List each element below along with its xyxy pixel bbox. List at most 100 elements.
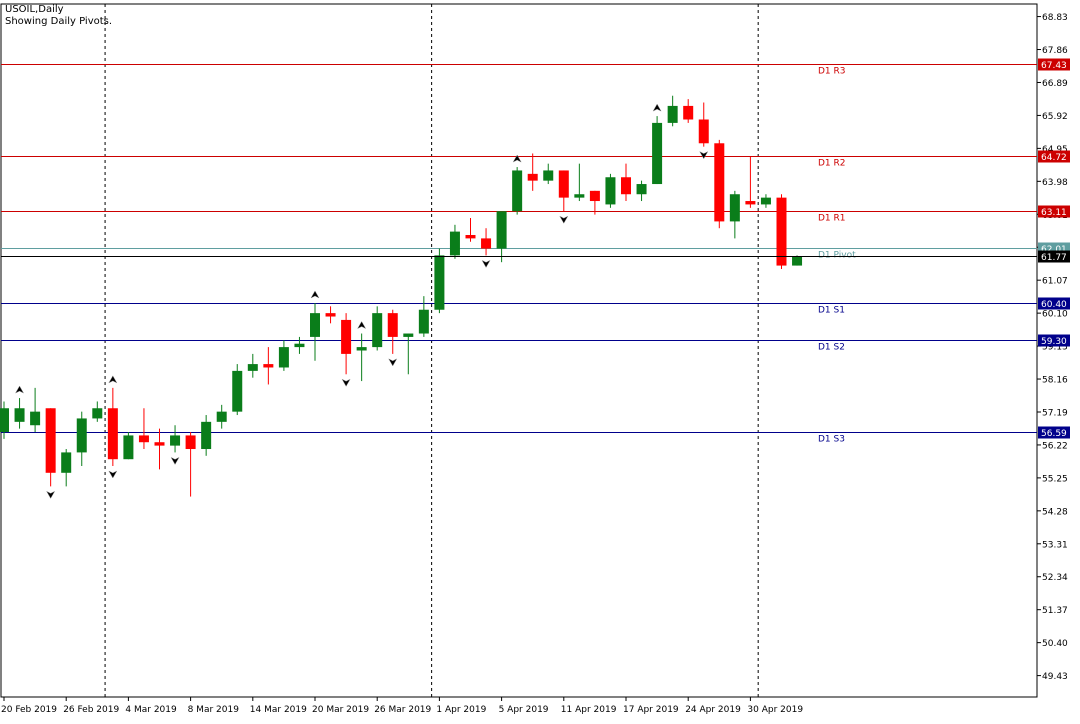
chart-indicator-label: Showing Daily Pivots. — [5, 16, 113, 27]
candle-body — [683, 105, 694, 120]
pivot-name-label: D1 S2 — [818, 343, 845, 353]
candle-body — [0, 408, 9, 433]
candle-body — [372, 313, 383, 348]
candle-body — [154, 442, 165, 446]
candle-body — [465, 235, 476, 239]
candle-body — [527, 173, 538, 181]
candle-body — [667, 105, 678, 123]
candle-body — [729, 194, 740, 222]
pivot-price-label: 56.59 — [1041, 429, 1067, 439]
candle-body — [652, 122, 663, 185]
candle-body — [247, 364, 258, 371]
candle-body — [294, 343, 305, 348]
x-tick-label: 5 Apr 2019 — [499, 705, 549, 715]
fractal-down-marker — [699, 151, 709, 160]
y-tick-label: 50.40 — [1042, 639, 1068, 649]
candle-body — [714, 143, 725, 222]
x-tick-label: 8 Mar 2019 — [188, 705, 240, 715]
candle-body — [636, 184, 647, 195]
x-tick-label: 26 Feb 2019 — [63, 705, 119, 715]
candle-body — [387, 313, 398, 337]
candle-body — [263, 364, 274, 368]
pivot-price-label: 62.01 — [1041, 245, 1067, 255]
y-tick-label: 68.83 — [1042, 13, 1068, 23]
fractal-down-marker — [481, 259, 491, 268]
candle-body — [558, 170, 569, 198]
fractal-up-marker — [108, 375, 118, 384]
x-tick-label: 30 Apr 2019 — [747, 705, 803, 715]
candle-body — [434, 255, 445, 310]
y-tick-label: 53.31 — [1042, 540, 1068, 550]
candle-body — [481, 238, 492, 249]
fractal-up-marker — [310, 290, 320, 299]
candle-body — [574, 194, 585, 198]
candle-body — [61, 452, 72, 473]
fractal-down-marker — [388, 358, 398, 367]
y-tick-label: 66.89 — [1042, 79, 1068, 89]
pivot-price-tag — [1038, 297, 1070, 310]
candle-body — [278, 347, 289, 368]
fractal-up-marker — [652, 103, 662, 112]
candle-body — [107, 408, 118, 460]
y-tick-label: 67.86 — [1042, 46, 1068, 56]
y-tick-label: 63.98 — [1042, 178, 1068, 188]
fractal-up-marker — [512, 154, 522, 163]
y-tick-label: 56.22 — [1042, 441, 1068, 451]
candle-body — [201, 421, 212, 450]
candle-body — [760, 197, 771, 205]
x-tick-label: 11 Apr 2019 — [561, 705, 617, 715]
current-price-tag — [1038, 250, 1070, 263]
candle-body — [123, 435, 134, 460]
candle-body — [216, 411, 227, 422]
candle-body — [341, 319, 352, 354]
pivot-price-tag — [1038, 426, 1070, 439]
y-tick-label: 61.07 — [1042, 277, 1068, 287]
pivot-name-label: D1 Pivot — [818, 251, 856, 261]
pivot-price-label: 67.43 — [1041, 61, 1067, 71]
plot-frame — [0, 3, 1038, 698]
x-tick-label: 26 Mar 2019 — [374, 705, 431, 715]
candle-body — [170, 435, 181, 446]
candle-body — [45, 408, 56, 473]
candle-body — [512, 170, 523, 212]
pivot-name-label: D1 R2 — [818, 159, 846, 169]
x-tick-label: 1 Apr 2019 — [436, 705, 486, 715]
candle-body — [605, 177, 616, 205]
pivot-price-tag — [1038, 334, 1070, 347]
x-tick-label: 20 Mar 2019 — [312, 705, 369, 715]
pivot-price-label: 63.11 — [1041, 208, 1067, 218]
current-price-label: 61.77 — [1041, 253, 1067, 263]
candle-body — [418, 309, 429, 334]
pivot-name-label: D1 S3 — [818, 435, 845, 445]
y-tick-label: 52.34 — [1042, 573, 1068, 583]
fractal-down-marker — [170, 456, 180, 465]
y-tick-label: 64.95 — [1042, 145, 1068, 155]
candle-body — [138, 435, 149, 443]
candle-body — [92, 408, 103, 419]
y-tick-label: 54.28 — [1042, 507, 1068, 517]
candle-body — [185, 435, 196, 450]
pivot-name-label: D1 S1 — [818, 306, 845, 316]
candle-body — [589, 190, 600, 202]
fractal-down-marker — [108, 470, 118, 479]
y-tick-label: 58.16 — [1042, 376, 1068, 386]
candle-body — [698, 119, 709, 144]
fractal-up-marker — [357, 321, 367, 330]
pivot-name-label: D1 R1 — [818, 214, 846, 224]
candle-body — [621, 177, 631, 195]
fractal-down-marker — [559, 215, 569, 224]
y-tick-label: 65.92 — [1042, 112, 1068, 122]
pivot-price-label: 59.30 — [1041, 337, 1067, 347]
pivot-price-label: 60.40 — [1041, 300, 1067, 310]
fractal-down-marker — [46, 490, 56, 499]
candle-body — [776, 197, 787, 266]
candle-body — [449, 231, 460, 256]
y-tick-label: 55.25 — [1042, 474, 1068, 484]
candle-body — [76, 418, 87, 453]
x-tick-label: 17 Apr 2019 — [623, 705, 679, 715]
y-tick-label: 60.10 — [1042, 310, 1068, 320]
candle-body — [30, 411, 41, 426]
candle-body — [356, 347, 367, 351]
candle-body — [232, 370, 243, 412]
